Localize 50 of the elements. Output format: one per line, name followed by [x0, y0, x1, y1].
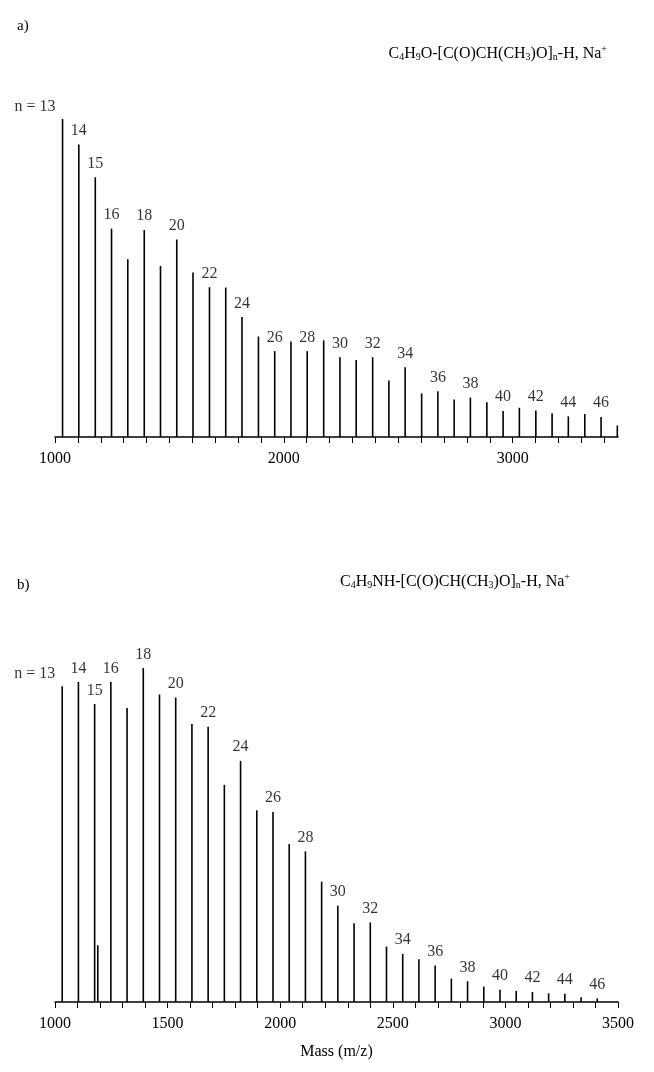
annotation: 40 [495, 387, 512, 405]
annotation: 46 [593, 393, 610, 411]
annotation: 18 [136, 206, 153, 224]
annotation: 15 [86, 680, 103, 698]
annotation: 32 [364, 333, 381, 351]
annotation: 28 [299, 327, 316, 345]
annotation: 32 [362, 899, 379, 917]
annotation: 16 [103, 205, 120, 223]
annotation: 36 [429, 367, 446, 385]
annotation: 44 [556, 970, 573, 988]
annotation: n = 13 [14, 96, 56, 114]
annotation: 36 [427, 942, 444, 960]
annotation: 44 [560, 392, 577, 410]
x-tick-label: 2000 [264, 1013, 297, 1031]
annotation: 42 [524, 968, 541, 986]
annotation: 20 [167, 673, 184, 691]
x-tick-label: 3500 [602, 1013, 634, 1031]
annotation: 30 [331, 333, 348, 351]
annotation: 18 [135, 644, 152, 662]
x-tick-label: 2000 [267, 448, 300, 466]
text: b) [17, 575, 30, 593]
annotation: 42 [527, 387, 544, 405]
annotation: 14 [70, 120, 87, 138]
annotation: 34 [394, 930, 411, 948]
annotation: 24 [232, 737, 249, 755]
annotation: 26 [264, 788, 281, 806]
annotation: 40 [492, 966, 508, 984]
text: a) [17, 16, 29, 34]
x-axis-title: Mass (m/z) [300, 1041, 373, 1060]
annotation: 24 [233, 293, 250, 311]
annotation: 34 [397, 343, 414, 361]
annotation: 26 [266, 327, 283, 345]
x-tick-label: 2500 [376, 1013, 409, 1031]
x-tick-label: 1000 [39, 1013, 71, 1031]
annotation: 20 [168, 216, 185, 234]
x-tick-label: 3000 [496, 448, 529, 466]
x-tick-label: 3000 [489, 1013, 522, 1031]
annotation: n = 13 [14, 663, 56, 681]
annotation: 15 [87, 153, 104, 171]
annotation: 16 [102, 658, 119, 676]
annotation: 46 [589, 974, 606, 992]
annotation: 14 [70, 658, 87, 676]
annotation: 22 [200, 703, 217, 721]
annotation: 30 [329, 882, 346, 900]
x-tick-label: 1500 [151, 1013, 184, 1031]
x-tick-label: 1000 [39, 448, 71, 466]
annotation: 38 [462, 374, 479, 392]
annotation: 28 [297, 827, 314, 845]
annotation: 22 [201, 263, 218, 281]
annotation: 38 [459, 957, 476, 975]
